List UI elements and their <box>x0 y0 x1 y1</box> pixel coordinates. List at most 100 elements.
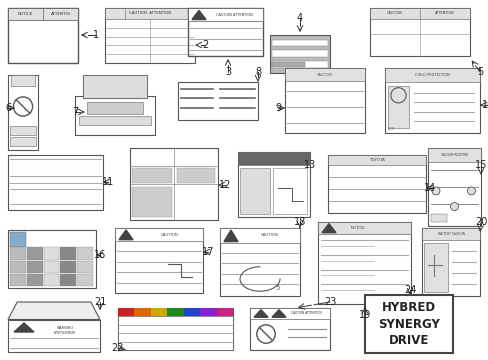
Bar <box>8 8 78 63</box>
Text: 8: 8 <box>254 67 261 77</box>
Bar <box>132 168 171 183</box>
Text: NOTICE: NOTICE <box>18 12 33 16</box>
Bar <box>317 222 410 304</box>
Bar <box>369 8 469 19</box>
Bar <box>43 261 59 273</box>
Bar <box>10 126 36 135</box>
Bar <box>249 308 329 350</box>
Bar <box>11 75 35 85</box>
Text: CAUTION: CAUTION <box>316 72 332 77</box>
Bar <box>327 155 425 213</box>
Text: 18: 18 <box>293 217 305 227</box>
Circle shape <box>467 187 474 195</box>
Bar <box>77 274 93 286</box>
Text: ATTENTIO: ATTENTIO <box>50 12 70 16</box>
Bar <box>75 96 155 135</box>
Bar <box>238 152 309 217</box>
Circle shape <box>449 202 458 211</box>
Text: 14: 14 <box>423 183 435 193</box>
Text: 22: 22 <box>112 343 124 353</box>
Bar <box>8 8 78 20</box>
Text: 1: 1 <box>93 30 99 40</box>
Bar <box>118 308 134 316</box>
Bar <box>43 247 59 260</box>
Bar <box>285 68 364 81</box>
Text: 2: 2 <box>202 40 208 50</box>
Text: 12: 12 <box>218 180 231 190</box>
Text: CAUTION: CAUTION <box>386 11 402 15</box>
Bar <box>87 102 142 114</box>
Bar <box>27 247 42 260</box>
Text: 19: 19 <box>358 310 370 320</box>
Text: WARNING: WARNING <box>56 326 74 330</box>
Text: LOCK: LOCK <box>387 127 394 131</box>
Bar <box>364 295 452 353</box>
Bar <box>118 316 232 350</box>
Bar <box>10 247 26 260</box>
Text: AVERTISSEMENT: AVERTISSEMENT <box>54 331 76 335</box>
Text: 5: 5 <box>476 67 482 77</box>
Bar <box>327 155 425 166</box>
Polygon shape <box>14 323 34 332</box>
Bar <box>238 152 309 165</box>
Text: NOTICE: NOTICE <box>350 226 365 230</box>
Bar <box>105 8 195 19</box>
Text: 23: 23 <box>323 297 336 307</box>
Bar <box>115 228 203 241</box>
Bar <box>130 148 218 220</box>
Bar <box>427 148 480 162</box>
Text: SYNERGY: SYNERGY <box>377 318 439 330</box>
Bar <box>8 230 96 288</box>
Bar <box>271 50 327 57</box>
Text: 4: 4 <box>296 13 303 23</box>
Text: VACUUM ROUTING: VACUUM ROUTING <box>440 153 467 157</box>
Bar <box>8 155 103 210</box>
Bar <box>167 308 183 316</box>
Text: ATTENTION: ATTENTION <box>434 11 454 15</box>
Polygon shape <box>8 302 100 320</box>
Bar <box>269 35 329 73</box>
Bar <box>43 274 59 286</box>
Text: 9: 9 <box>274 103 281 113</box>
Text: CAUTION ATTENTION: CAUTION ATTENTION <box>290 311 321 315</box>
Bar <box>421 228 479 296</box>
Bar <box>421 228 479 240</box>
Bar <box>285 68 364 133</box>
Bar <box>369 8 469 56</box>
Text: 21: 21 <box>94 297 106 307</box>
Text: CAUTION ATTENTION: CAUTION ATTENTION <box>216 13 252 17</box>
Bar <box>240 168 270 215</box>
Bar <box>10 137 36 146</box>
Bar <box>220 228 299 243</box>
Polygon shape <box>224 230 238 242</box>
Text: HYBRED: HYBRED <box>381 301 435 314</box>
Bar <box>132 187 171 217</box>
Text: 16: 16 <box>94 250 106 260</box>
Polygon shape <box>321 224 335 233</box>
Bar <box>61 261 76 273</box>
Bar <box>27 261 42 273</box>
Text: 17: 17 <box>202 247 214 257</box>
Bar <box>271 40 327 46</box>
Text: CAUTION  ATTENTION: CAUTION ATTENTION <box>129 12 171 15</box>
Text: 11: 11 <box>102 177 114 187</box>
Bar <box>183 308 200 316</box>
Text: CAUTION: CAUTION <box>161 233 178 237</box>
Polygon shape <box>192 10 205 19</box>
Text: 7: 7 <box>72 107 78 117</box>
Text: 15: 15 <box>474 160 486 170</box>
Bar <box>105 8 195 63</box>
Bar <box>387 86 408 129</box>
Circle shape <box>431 187 439 195</box>
Bar <box>10 274 26 286</box>
Bar <box>134 308 151 316</box>
Bar <box>216 308 232 316</box>
Bar <box>272 168 306 215</box>
Text: 3: 3 <box>224 67 231 77</box>
Bar <box>8 320 100 352</box>
Polygon shape <box>253 310 267 317</box>
Bar <box>200 308 216 316</box>
Bar <box>176 168 215 183</box>
Bar <box>77 247 93 260</box>
Bar <box>115 228 203 293</box>
